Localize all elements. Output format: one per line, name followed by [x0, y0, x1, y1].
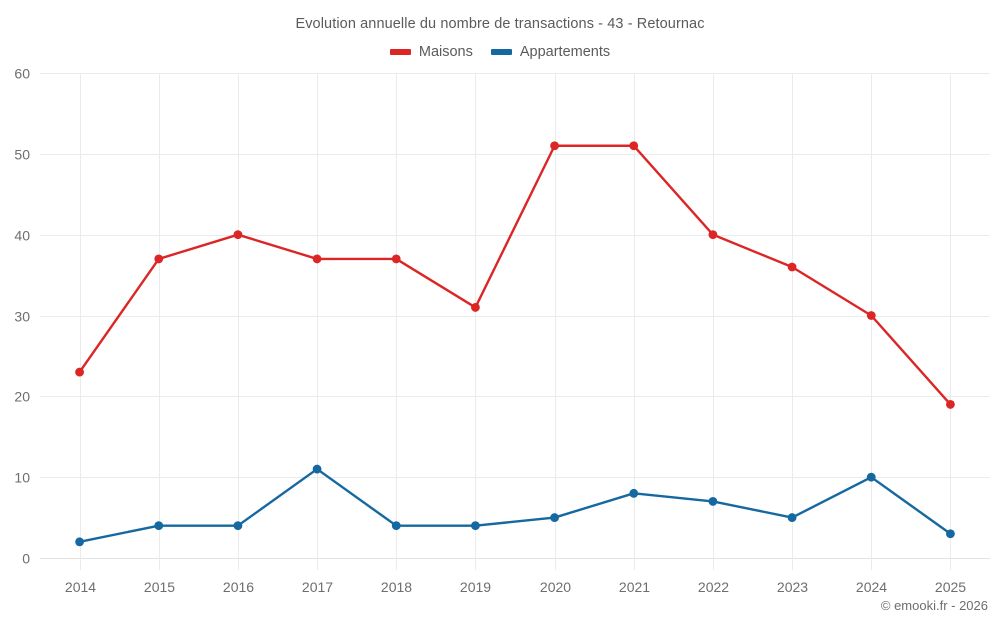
- data-series-layer: [75, 141, 955, 547]
- y-tick-label: 50: [14, 147, 30, 163]
- chart-title: Evolution annuelle du nombre de transact…: [295, 16, 705, 32]
- chart-legend: Maisons Appartements: [0, 44, 1000, 60]
- x-tick-label: 2020: [540, 579, 571, 595]
- data-point-maisons-2025[interactable]: [946, 400, 955, 409]
- x-tick-label: 2023: [777, 579, 808, 595]
- data-point-appartements-2014[interactable]: [75, 537, 84, 547]
- data-point-appartements-2020[interactable]: [550, 513, 559, 522]
- data-point-maisons-2018[interactable]: [391, 254, 401, 264]
- data-point-maisons-2023[interactable]: [787, 262, 797, 272]
- x-tick-label: 2021: [619, 579, 650, 595]
- data-point-maisons-2016[interactable]: [233, 230, 243, 240]
- data-point-appartements-2024[interactable]: [866, 472, 876, 482]
- series-line-appartements: [78, 467, 952, 544]
- data-point-maisons-2024[interactable]: [866, 311, 876, 320]
- y-tick-label: 20: [14, 389, 30, 405]
- x-tick-label: 2018: [381, 579, 412, 595]
- data-point-appartements-2025[interactable]: [946, 529, 955, 539]
- x-axis-tick-labels: 2014 2015 2016 2017 2018 2019 2020 2021 2022 2023…: [65, 579, 966, 595]
- data-point-maisons-2019[interactable]: [471, 303, 480, 312]
- data-point-appartements-2023[interactable]: [787, 513, 797, 522]
- legend-swatch-maisons-icon: [389, 49, 411, 55]
- legend-label-maisons: Maisons: [418, 44, 473, 60]
- data-point-maisons-2015[interactable]: [154, 254, 164, 264]
- series-line-maisons: [78, 144, 952, 406]
- x-tick-label: 2022: [698, 579, 729, 595]
- y-tick-label: 30: [14, 309, 30, 325]
- data-point-maisons-2020[interactable]: [550, 141, 559, 151]
- data-point-maisons-2014[interactable]: [75, 367, 84, 377]
- y-tick-label: 40: [14, 228, 30, 244]
- grid-lines: [40, 73, 990, 570]
- data-point-maisons-2022[interactable]: [708, 230, 718, 240]
- data-point-appartements-2022[interactable]: [708, 497, 718, 506]
- legend-item-maisons[interactable]: Maisons: [389, 44, 473, 60]
- x-tick-label: 2014: [65, 579, 96, 595]
- footer-credit: © emooki.fr - 2026: [880, 598, 988, 613]
- x-tick-label: 2016: [223, 579, 254, 595]
- x-tick-label: 2015: [144, 579, 175, 595]
- data-point-appartements-2021[interactable]: [629, 488, 639, 498]
- data-point-appartements-2015[interactable]: [154, 521, 164, 531]
- data-point-appartements-2019[interactable]: [471, 521, 480, 531]
- legend-item-appartements[interactable]: Appartements: [490, 44, 611, 60]
- data-point-appartements-2016[interactable]: [233, 521, 243, 531]
- x-tick-label: 2024: [856, 579, 887, 595]
- legend-swatch-appartements-icon: [490, 49, 512, 55]
- data-point-appartements-2017[interactable]: [312, 464, 322, 474]
- y-tick-label: 10: [14, 470, 30, 486]
- x-tick-label: 2019: [460, 579, 491, 595]
- x-tick-label: 2025: [935, 579, 966, 595]
- legend-label-appartements: Appartements: [519, 44, 611, 60]
- y-axis-tick-labels: 0 10 20 30 40 50 60: [14, 66, 30, 567]
- x-tick-label: 2017: [302, 579, 333, 595]
- y-tick-label: 0: [22, 551, 30, 567]
- data-point-appartements-2018[interactable]: [391, 521, 401, 531]
- y-tick-label: 60: [14, 66, 30, 82]
- data-point-maisons-2021[interactable]: [629, 141, 639, 151]
- data-point-maisons-2017[interactable]: [312, 254, 322, 264]
